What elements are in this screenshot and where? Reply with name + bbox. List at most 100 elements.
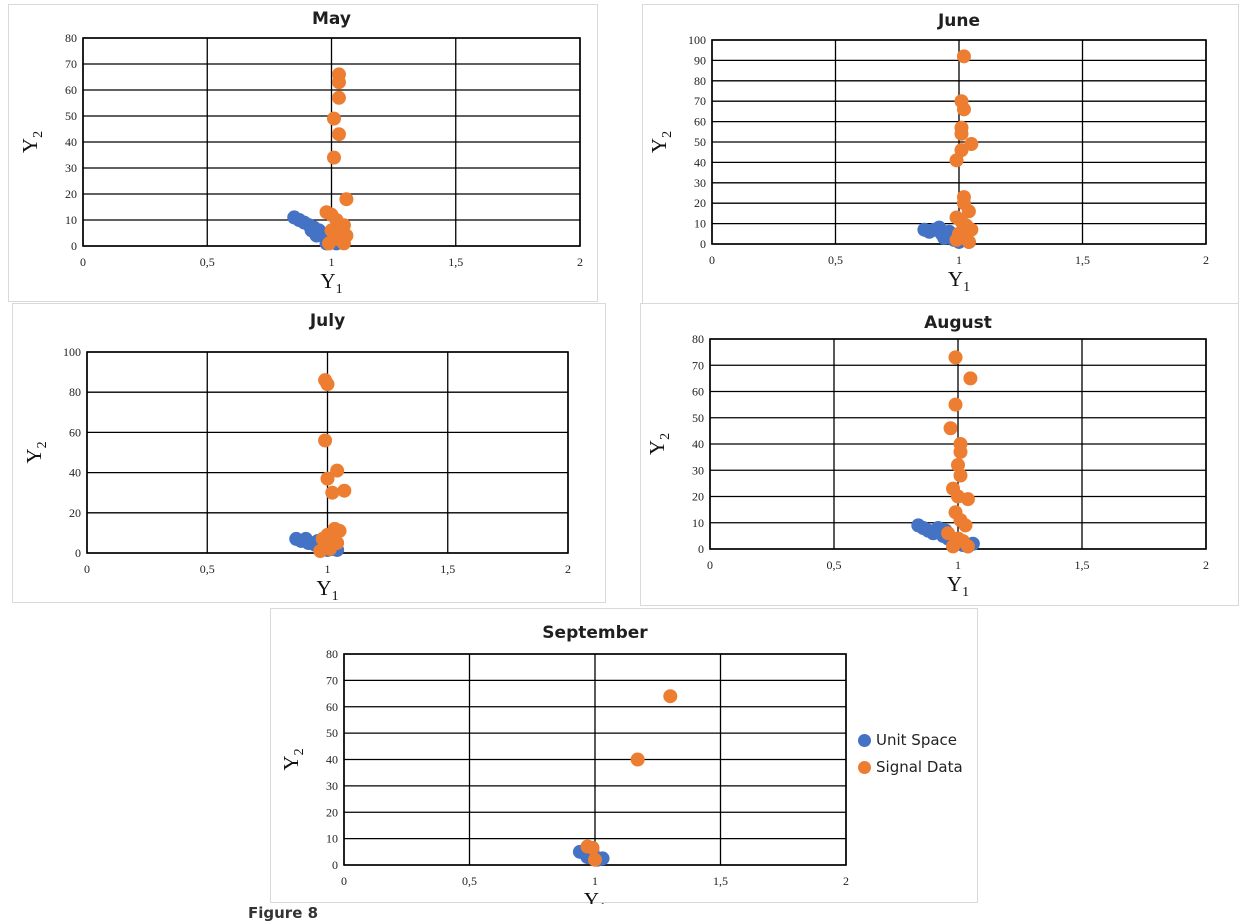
x-tick-label: 2: [565, 562, 571, 576]
chart-title: September: [542, 623, 648, 643]
chart-panel-may: May 0 10 20 30 40 50 60 70 80 0 0,5 1 1,5 2 Y1 Y2: [8, 4, 598, 302]
data-point-signal-data: [960, 539, 975, 554]
y-axis-label-subscript: 2: [31, 131, 46, 138]
y-tick-label: 60: [65, 83, 77, 97]
data-point-signal-data: [949, 232, 964, 247]
data-point-signal-data: [339, 192, 354, 207]
data-point-signal-data: [320, 377, 335, 392]
data-point-signal-data: [963, 371, 978, 386]
scatter-chart-september: September 0 10 20 30 40 50 60 70 80 0 0,5 1 1,5 2 Y1 Y2: [279, 623, 849, 904]
y-tick-label: 10: [65, 213, 77, 227]
data-point-signal-data: [958, 518, 973, 533]
y-tick-label: 20: [69, 506, 81, 520]
y-tick-label: 0: [700, 237, 706, 251]
y-axis-label-subscript: 2: [292, 748, 307, 755]
legend: Unit Space Signal Data: [858, 731, 963, 785]
x-axis-label-subscript: 1: [962, 585, 969, 600]
x-axis-label: Y1: [584, 888, 606, 904]
y-tick-label: 40: [692, 437, 704, 451]
y-tick-label: 80: [694, 74, 706, 88]
legend-item-unit-space: Unit Space: [858, 731, 963, 749]
y-axis-label: Y2: [645, 433, 673, 455]
x-tick-label: 0,5: [200, 255, 215, 269]
x-axis-label: Y1: [320, 269, 342, 297]
y-axis-label: Y2: [22, 441, 50, 463]
y-tick-label: 80: [69, 385, 81, 399]
chart-panel-august: August 0 10 20 30 40 50 60 70 80 0 0,5 1 1,5 2 Y1 Y2: [640, 303, 1239, 606]
chart-title: August: [924, 313, 992, 333]
y-tick-label: 60: [326, 700, 338, 714]
x-tick-label: 2: [843, 874, 849, 888]
y-tick-label: 100: [63, 345, 81, 359]
data-point-unit-space: [937, 230, 952, 245]
data-point-signal-data: [946, 539, 961, 554]
y-tick-label: 100: [688, 33, 706, 47]
x-tick-label: 0: [707, 558, 713, 572]
x-tick-label: 0: [84, 562, 90, 576]
y-tick-label: 0: [332, 858, 338, 872]
data-point-signal-data: [960, 492, 975, 507]
data-point-signal-data: [948, 350, 963, 365]
y-tick-label: 90: [694, 53, 706, 67]
x-tick-label: 1: [592, 874, 598, 888]
y-tick-label: 30: [692, 463, 704, 477]
x-tick-label: 0,5: [200, 562, 215, 576]
data-point-signal-data: [336, 236, 351, 251]
x-tick-label: 0,5: [462, 874, 477, 888]
scatter-chart-may: May 0 10 20 30 40 50 60 70 80 0 0,5 1 1,5 2 Y1 Y2: [18, 9, 583, 297]
y-tick-label: 0: [71, 239, 77, 253]
data-point-signal-data: [961, 234, 976, 249]
y-axis-label-subscript: 2: [658, 433, 673, 440]
y-tick-label: 70: [65, 57, 77, 71]
y-tick-label: 80: [692, 332, 704, 346]
y-tick-label: 20: [692, 490, 704, 504]
x-tick-label: 1: [956, 253, 962, 267]
x-tick-label: 2: [1203, 253, 1209, 267]
x-axis-label: Y1: [948, 267, 970, 295]
y-axis-label: Y2: [18, 131, 46, 153]
y-tick-label: 40: [65, 135, 77, 149]
x-tick-label: 1: [325, 562, 331, 576]
data-point-signal-data: [956, 102, 971, 117]
data-point-signal-data: [953, 468, 968, 483]
chart-title: June: [937, 11, 980, 31]
scatter-chart-july: July 0 20 40 60 80 100 0 0,5 1 1,5 2 Y1 Y2: [22, 311, 571, 604]
data-point-signal-data: [337, 483, 352, 498]
y-tick-label: 80: [326, 647, 338, 661]
y-tick-label: 50: [65, 109, 77, 123]
x-tick-label: 1,5: [713, 874, 728, 888]
x-tick-label: 0: [341, 874, 347, 888]
y-tick-label: 0: [75, 546, 81, 560]
data-point-signal-data: [951, 458, 965, 472]
y-tick-label: 20: [694, 196, 706, 210]
data-point-signal-data: [948, 397, 963, 412]
x-tick-label: 2: [577, 255, 583, 269]
legend-label-unit-space: Unit Space: [876, 731, 958, 749]
data-point-signal-data: [953, 444, 968, 459]
figure-caption: Figure 8: [248, 904, 319, 922]
y-tick-label: 0: [698, 542, 704, 556]
x-tick-label: 0: [709, 253, 715, 267]
y-tick-label: 40: [694, 155, 706, 169]
x-axis-label-subscript: 1: [963, 280, 970, 295]
legend-item-signal-data: Signal Data: [858, 758, 963, 776]
data-point-signal-data: [313, 543, 328, 558]
data-point-signal-data: [331, 127, 346, 142]
y-tick-label: 40: [326, 753, 338, 767]
y-tick-label: 60: [692, 385, 704, 399]
x-tick-label: 1,5: [1075, 253, 1090, 267]
data-point-signal-data: [326, 150, 341, 165]
y-tick-label: 30: [326, 779, 338, 793]
y-tick-label: 20: [65, 187, 77, 201]
scatter-chart-june: June 0 10 20 30 40 50 60 70 80 90 100 0 0,5 1 1,5 2 Y1 Y2: [647, 11, 1209, 295]
legend-marker-unit-space: [858, 733, 871, 747]
x-tick-label: 1: [955, 558, 961, 572]
x-tick-label: 0: [80, 255, 86, 269]
legend-marker-signal-data: [858, 760, 871, 774]
scatter-chart-august: August 0 10 20 30 40 50 60 70 80 0 0,5 1 1,5 2 Y1 Y2: [645, 313, 1209, 600]
x-axis-label-subscript: 1: [336, 282, 343, 297]
y-axis-label-subscript: 2: [660, 131, 675, 138]
y-tick-label: 60: [694, 115, 706, 129]
x-tick-label: 2: [1203, 558, 1209, 572]
data-point-signal-data: [318, 433, 333, 448]
